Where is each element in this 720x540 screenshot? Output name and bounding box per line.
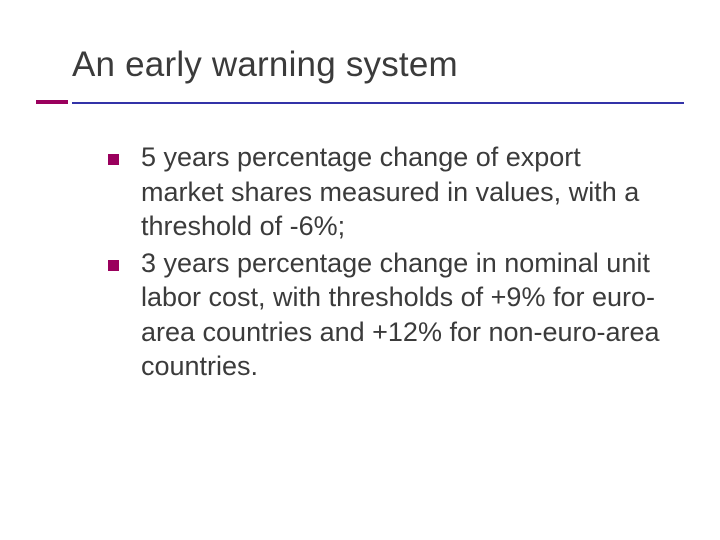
slide-title: An early warning system: [72, 46, 680, 85]
slide: An early warning system 5 years percenta…: [0, 0, 720, 540]
bullet-text: 3 years percentage change in nominal uni…: [141, 246, 660, 384]
list-item: 5 years percentage change of export mark…: [108, 140, 660, 244]
underline-accent-short: [36, 100, 68, 104]
title-underline: [36, 100, 684, 110]
bullet-text: 5 years percentage change of export mark…: [141, 140, 660, 244]
square-bullet-icon: [108, 154, 119, 165]
square-bullet-icon: [108, 260, 119, 271]
list-item: 3 years percentage change in nominal uni…: [108, 246, 660, 384]
underline-accent-long: [72, 102, 684, 104]
title-container: An early warning system: [72, 46, 680, 85]
bullet-list: 5 years percentage change of export mark…: [108, 140, 660, 386]
